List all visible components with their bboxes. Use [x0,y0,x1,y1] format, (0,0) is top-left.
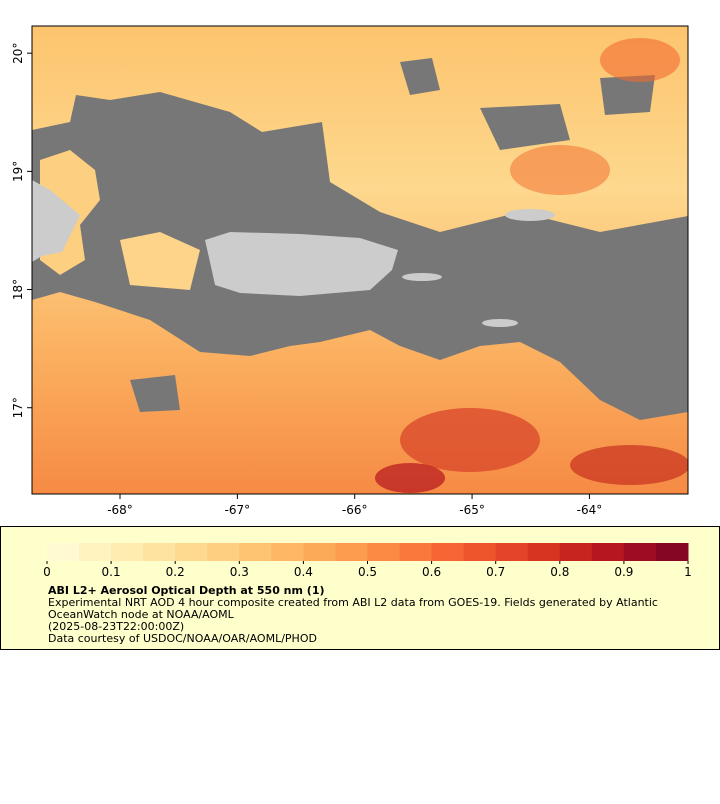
lon-tick-label: -66° [342,503,368,517]
colorbar-tick-label: 0.1 [102,565,121,579]
colorbar-swatch [111,543,144,561]
lat-tick-label: 20° [11,43,25,64]
no-data [480,104,570,150]
colorbar-swatch [655,543,689,561]
colorbar-tick-label: 0.4 [294,565,313,579]
colorbar-tick-label: 1 [684,565,692,579]
colorbar-swatch [335,543,368,561]
map-frame [31,25,689,495]
lon-tick-label: -67° [225,503,251,517]
land [205,232,398,296]
no-data [600,75,655,115]
colorbar-tick-label: 0.5 [358,565,377,579]
aod-patch [600,38,680,82]
colorbar-tick-label: 0.2 [166,565,185,579]
colorbar-tick-label: 0.8 [550,565,569,579]
lat-tick-label: 19° [11,161,25,182]
colorbar-swatch [367,543,401,561]
colorbar-swatch [239,543,272,561]
colorbar-swatch [623,543,657,561]
land [32,180,80,262]
colorbar-swatch [175,543,208,561]
legend-description: Experimental NRT AOD 4 hour composite cr… [48,596,658,609]
legend-description: OceanWatch node at NOAA/AOML [48,608,235,621]
no-data [130,375,180,412]
colorbar-tick-label: 0.3 [230,565,249,579]
lon-tick-label: -68° [107,503,133,517]
colorbar-tick-label: 0 [43,565,51,579]
legend-time: (2025-08-23T22:00:00Z) [48,620,184,633]
colorbar-swatch [271,543,304,561]
aod-patch [570,445,688,485]
lat-tick-label: 18° [11,279,25,300]
aod-patch [400,408,540,472]
map [32,26,688,494]
colorbar-swatch [559,543,593,561]
colorbar-swatch [303,543,336,561]
colorbar-tick-label: 0.9 [614,565,633,579]
legend-title: ABI L2+ Aerosol Optical Depth at 550 nm … [48,584,325,597]
lat-tick-label: 17° [11,397,25,418]
land [482,319,518,327]
colorbar-tick-label: 0.6 [422,565,441,579]
colorbar: 0 0.1 0.2 0.3 0.4 0.5 0.6 0.7 0.8 0.9 1 [43,543,692,579]
no-data [400,58,440,95]
lon-tick-label: -64° [577,503,603,517]
aod-patch [120,232,200,290]
colorbar-swatch [463,543,497,561]
aod-patch [510,145,610,195]
land [402,273,442,281]
lon-tick-label: -65° [459,503,485,517]
colorbar-swatch [591,543,625,561]
colorbar-swatch [495,543,529,561]
colorbar-tick-label: 0.7 [486,565,505,579]
colorbar-swatch [79,543,112,561]
colorbar-swatch [207,543,240,561]
land [505,209,555,221]
aod-patch [375,463,445,493]
colorbar-swatch [527,543,561,561]
colorbar-swatch [399,543,433,561]
legend-credit: Data courtesy of USDOC/NOAA/OAR/AOML/PHO… [48,632,317,645]
colorbar-swatch [47,543,80,561]
axes: -68° -67° -66° -65° -64° 17° 18° 19° 20° [11,43,602,517]
colorbar-swatch [143,543,176,561]
colorbar-swatch [431,543,465,561]
